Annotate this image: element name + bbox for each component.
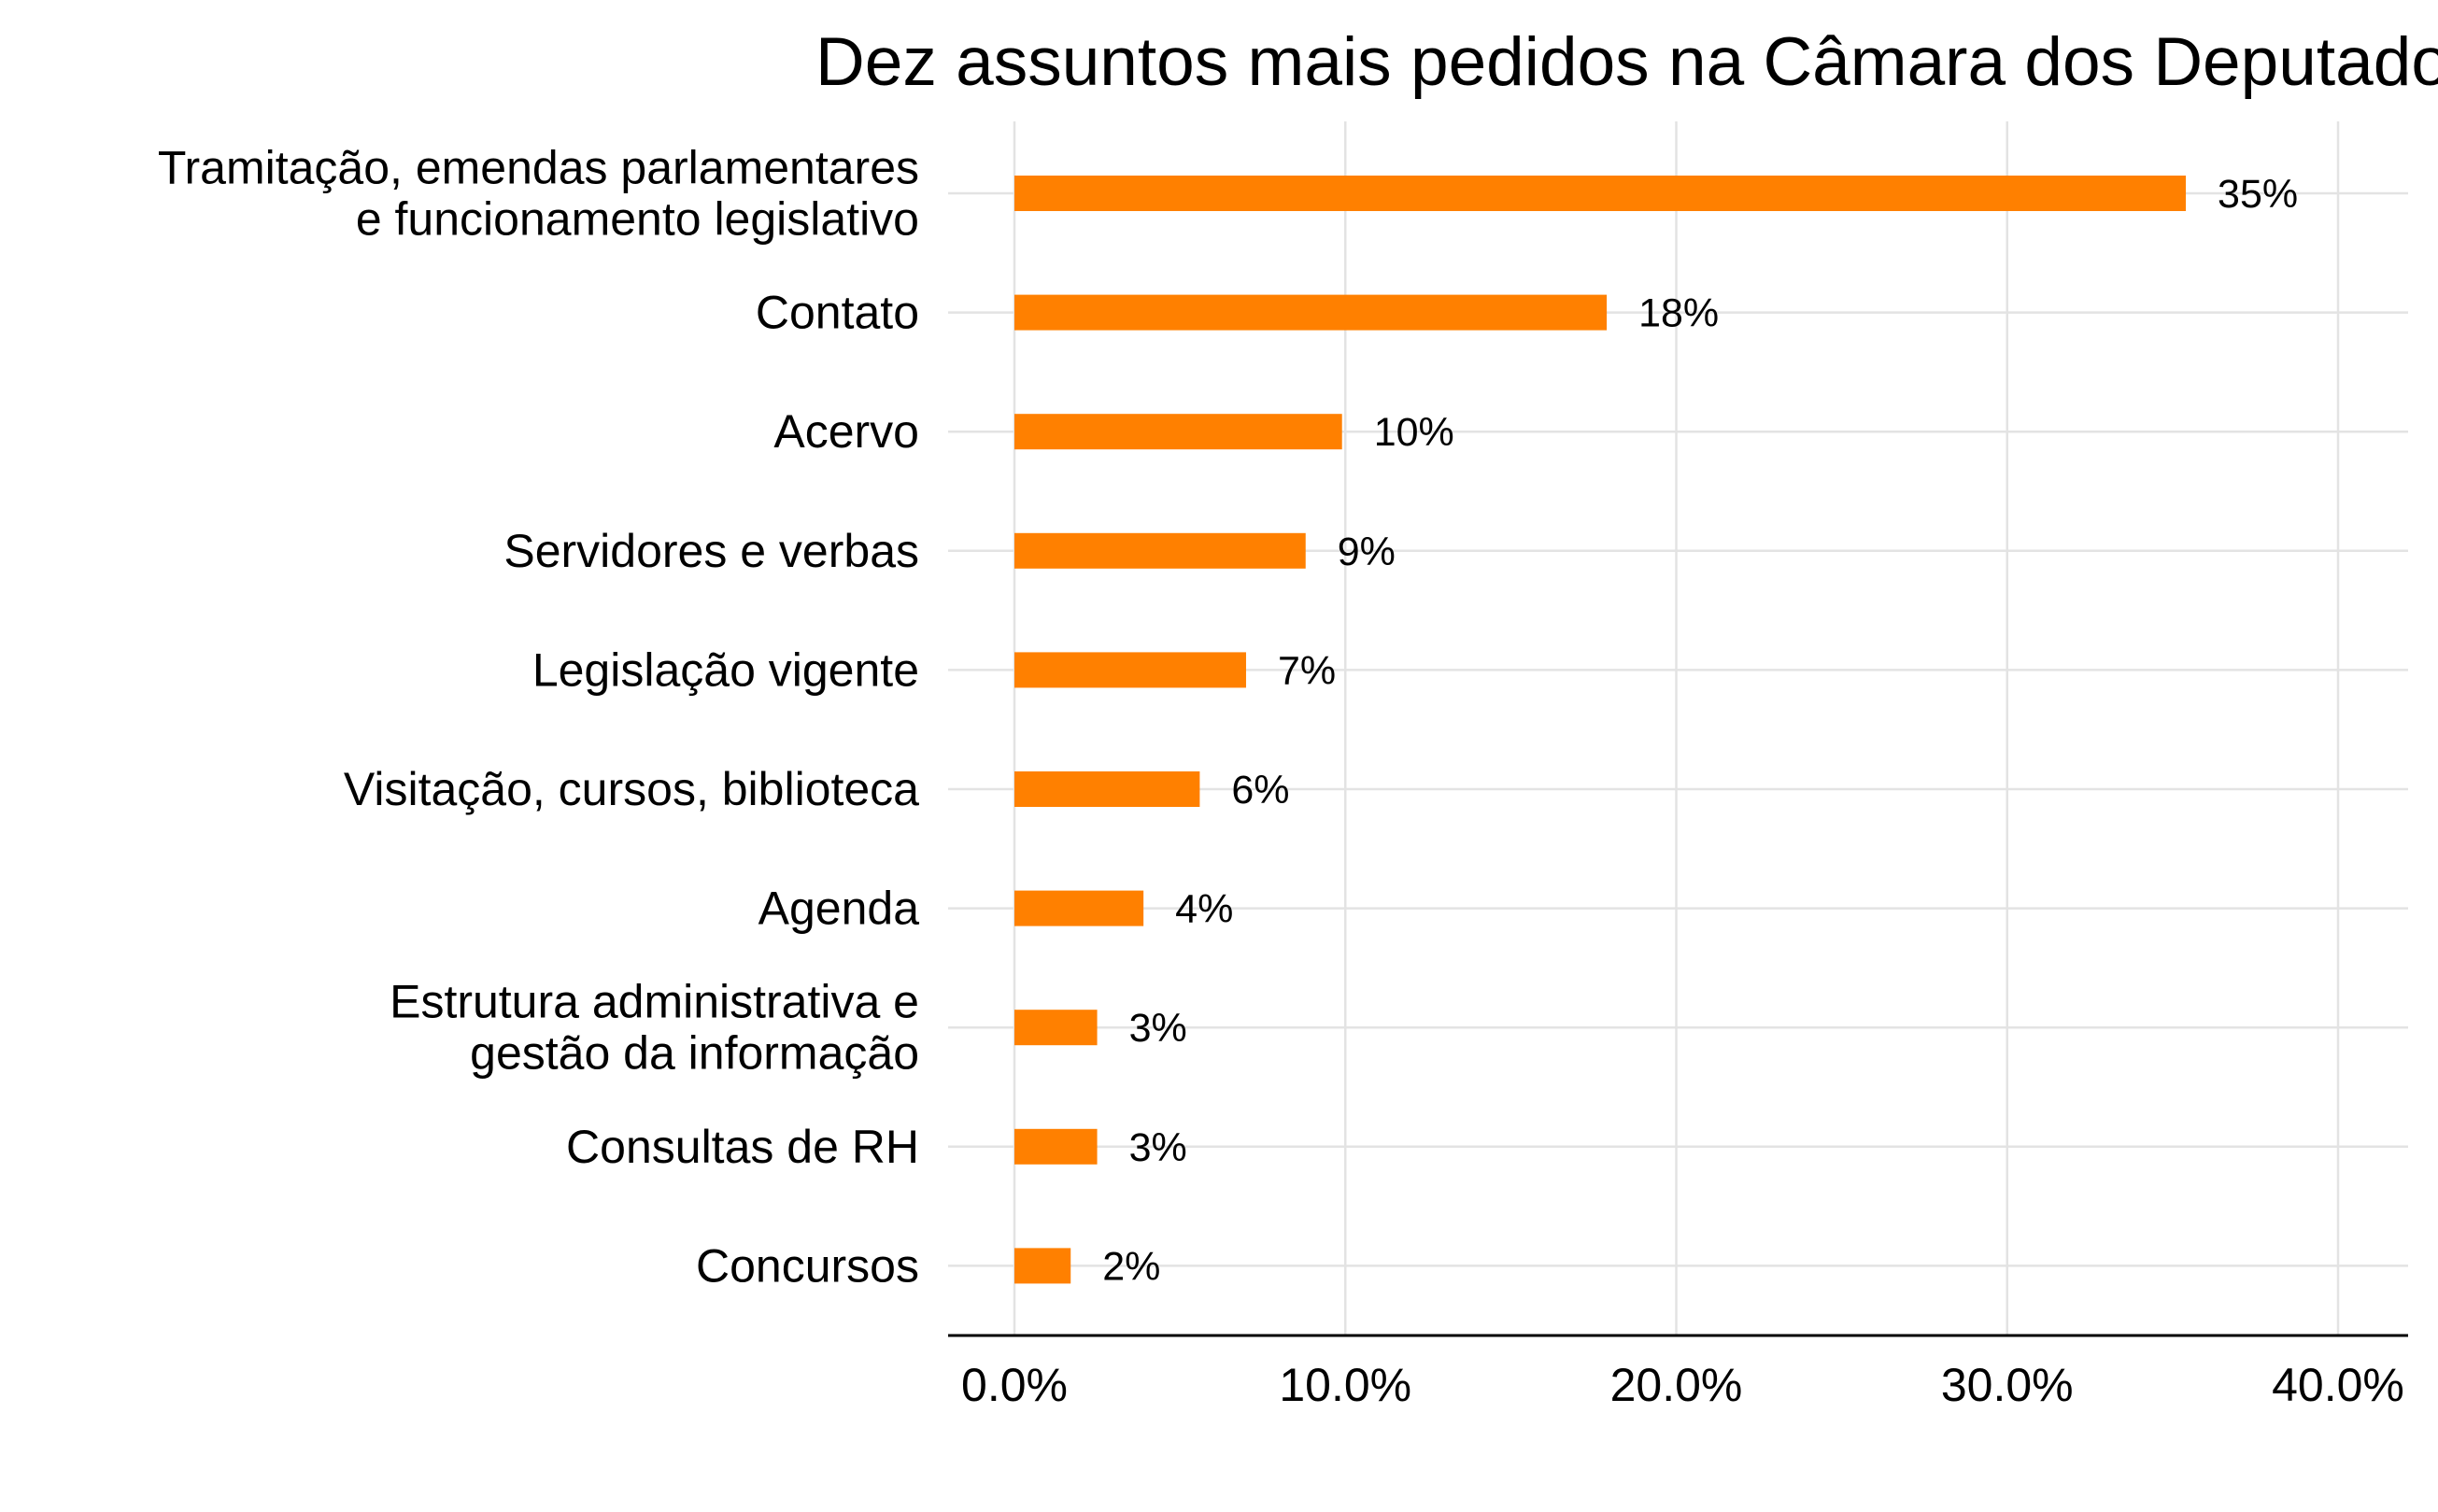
x-tick-label: 40.0%	[2272, 1359, 2404, 1411]
data-label: 2%	[1102, 1244, 1160, 1289]
category-label: Concursos	[696, 1239, 919, 1292]
category-label-line: Acervo	[773, 405, 919, 458]
category-label-line: Estrutura administrativa e	[390, 976, 919, 1028]
category-label-line: Visitação, cursos, biblioteca	[344, 763, 919, 815]
bar	[1014, 532, 1306, 569]
data-label: 3%	[1129, 1006, 1187, 1051]
category-label-line: Consultas de RH	[566, 1121, 919, 1173]
category-label: Legislação vigente	[532, 643, 919, 696]
category-label: Contato	[756, 287, 919, 339]
category-label: Estrutura administrativa e gestão da info…	[390, 976, 919, 1080]
bar	[1014, 771, 1200, 807]
x-tick-label: 0.0%	[961, 1359, 1068, 1411]
category-label: Visitação, cursos, biblioteca	[344, 763, 919, 815]
bar	[1014, 1248, 1071, 1284]
chart-title: Dez assuntos mais pedidos na Câmara dos …	[815, 24, 2438, 100]
data-label: 4%	[1175, 887, 1233, 932]
bar	[1014, 652, 1246, 688]
data-label: 6%	[1231, 768, 1289, 813]
category-label-line: Agenda	[758, 883, 920, 935]
x-tick-label: 30.0%	[1941, 1359, 2074, 1411]
bar	[1014, 890, 1144, 926]
data-label: 35%	[2218, 172, 2298, 217]
category-label: Tramitação, emendas parlamentares e funci…	[158, 142, 919, 246]
data-label: 18%	[1638, 291, 1719, 336]
category-label-line: Legislação vigente	[532, 643, 919, 696]
bars	[1014, 176, 2187, 1284]
category-label-line: gestão da informação	[470, 1027, 919, 1080]
category-label-line: Contato	[756, 287, 919, 339]
category-label: Acervo	[773, 405, 919, 458]
data-label: 7%	[1278, 648, 1336, 693]
bar	[1014, 1010, 1098, 1046]
category-label-line: Tramitação, emendas parlamentares	[158, 142, 919, 194]
x-tick-label: 10.0%	[1279, 1359, 1411, 1411]
category-label: Consultas de RH	[566, 1121, 919, 1173]
bar	[1014, 1128, 1098, 1165]
labels: 0.0% 10.0% 20.0% 30.0% 40.0% Tramitação, emen…	[158, 142, 2404, 1412]
bar	[1014, 176, 2187, 211]
category-label: Servidores e verbas	[503, 525, 919, 577]
x-tick-label: 20.0%	[1610, 1359, 1743, 1411]
bar	[1014, 294, 1608, 331]
category-label-line: Concursos	[696, 1239, 919, 1292]
category-label-line: e funcionamento legislativo	[356, 193, 919, 246]
data-label: 9%	[1338, 530, 1396, 574]
bar	[1014, 414, 1342, 450]
category-label: Agenda	[758, 883, 920, 935]
data-label: 3%	[1129, 1125, 1187, 1170]
data-label: 10%	[1374, 410, 1454, 455]
category-label-line: Servidores e verbas	[503, 525, 919, 577]
